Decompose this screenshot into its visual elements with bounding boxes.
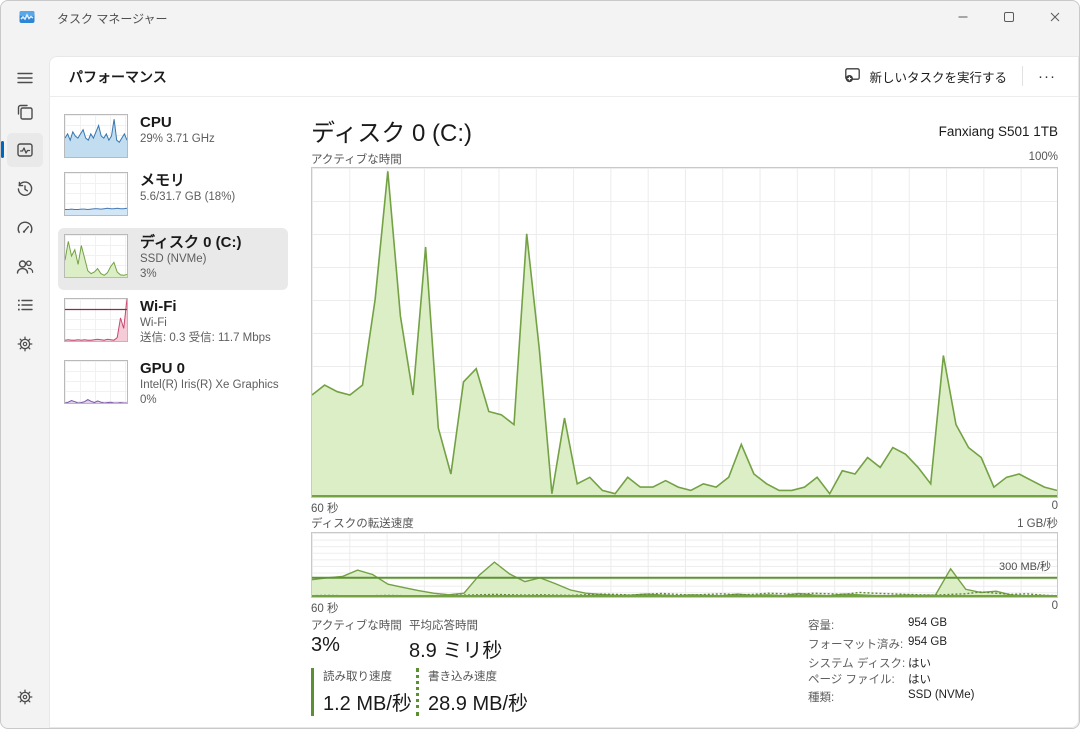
active-time-stat-label: アクティブな時間	[311, 620, 402, 632]
detail-type: 種類: SSD (NVMe)	[808, 689, 1058, 708]
gpu-subtitle-usage: 0%	[140, 394, 157, 406]
detail-page-file: ページ ファイル: はい	[808, 671, 1058, 690]
close-button[interactable]	[1032, 2, 1078, 31]
disk-title: ディスク 0 (C:)	[140, 234, 242, 251]
gpu-mini-chart	[64, 360, 128, 404]
nav-item-performance[interactable]	[7, 133, 43, 167]
minimize-button[interactable]	[940, 2, 986, 31]
disk-subtitle-usage: 3%	[140, 268, 157, 280]
memory-subtitle: 5.6/31.7 GB (18%)	[140, 191, 236, 203]
transfer-max-label: 1 GB/秒	[1017, 518, 1058, 530]
settings-button[interactable]	[7, 680, 43, 714]
run-new-task-button[interactable]: 新しいタスクを実行する	[834, 61, 1017, 91]
sidebar-item-disk[interactable]: ディスク 0 (C:) SSD (NVMe) 3%	[58, 228, 288, 290]
chart1-x-left: 60 秒	[311, 503, 339, 515]
processes-icon	[15, 102, 35, 122]
detail-capacity: 容量: 954 GB	[808, 617, 1058, 636]
write-speed-value: 28.9 MB/秒	[428, 693, 529, 715]
chart2-x-right: 0	[1051, 600, 1058, 612]
performance-icon	[15, 140, 35, 160]
disk-mini-chart	[64, 234, 128, 278]
task-manager-app-icon	[19, 9, 35, 25]
nav-rail	[1, 33, 49, 728]
chart2-x-left: 60 秒	[311, 603, 339, 615]
capacity-value: 954 GB	[908, 617, 947, 629]
run-new-task-label: 新しいタスクを実行する	[869, 70, 1007, 85]
users-icon	[15, 257, 35, 277]
memory-title: メモリ	[140, 172, 186, 189]
avg-response-stat-value: 8.9 ミリ秒	[409, 640, 503, 662]
read-speed-label: 読み取り速度	[323, 671, 392, 683]
ellipsis-icon: ···	[1038, 67, 1056, 85]
disk-transfer-chart: 300 MB/秒	[311, 532, 1058, 598]
cpu-title: CPU	[140, 114, 172, 131]
sidebar-item-memory[interactable]: メモリ 5.6/31.7 GB (18%)	[58, 166, 288, 224]
window-title: タスク マネージャー	[57, 12, 168, 26]
nav-item-startup-apps[interactable]	[7, 211, 43, 245]
cpu-mini-chart	[64, 114, 128, 158]
read-speed-legend: 読み取り速度 1.2 MB/秒	[311, 668, 412, 716]
page-file-value: はい	[908, 674, 931, 686]
disk-detail-panel: ディスク 0 (C:) Fanxiang S501 1TB アクティブな時間 1…	[311, 56, 1058, 728]
disk-model-name: Fanxiang S501 1TB	[938, 124, 1058, 139]
memory-mini-chart	[64, 172, 128, 216]
header-separator	[1022, 66, 1023, 86]
wifi-title: Wi-Fi	[140, 298, 177, 315]
formatted-label: フォーマット済み:	[808, 639, 904, 651]
active-time-stat-value: 3%	[311, 634, 340, 656]
maximize-button[interactable]	[986, 2, 1032, 31]
active-time-chart-label: アクティブな時間	[311, 154, 402, 166]
page-header: パフォーマンス 新しいタスクを実行する ···	[49, 56, 1079, 97]
nav-item-app-history[interactable]	[7, 172, 43, 206]
nav-item-details[interactable]	[7, 288, 43, 322]
system-disk-label: システム ディスク:	[808, 658, 906, 670]
details-icon	[15, 295, 35, 315]
nav-item-services[interactable]	[7, 327, 43, 361]
disk-active-time-chart	[311, 167, 1058, 498]
wifi-mini-chart	[64, 298, 128, 342]
hamburger-menu-button[interactable]	[7, 61, 43, 95]
detail-formatted: フォーマット済み: 954 GB	[808, 636, 1058, 655]
titlebar[interactable]: タスク マネージャー	[1, 1, 1079, 33]
sidebar-item-cpu[interactable]: CPU 29% 3.71 GHz	[58, 108, 288, 166]
startup-apps-icon	[15, 218, 35, 238]
wifi-subtitle-name: Wi-Fi	[140, 317, 167, 329]
app-history-icon	[15, 179, 35, 199]
page-file-label: ページ ファイル:	[808, 674, 895, 686]
transfer-chart-label: ディスクの転送速度	[311, 518, 414, 530]
system-disk-value: はい	[908, 658, 931, 670]
services-icon	[15, 334, 35, 354]
nav-item-processes[interactable]	[7, 95, 43, 129]
write-speed-legend: 書き込み速度 28.9 MB/秒	[416, 668, 528, 716]
settings-gear-icon	[15, 687, 35, 707]
detail-system-disk: システム ディスク: はい	[808, 655, 1058, 674]
content-card: パフォーマンス 新しいタスクを実行する ··· CPU 29% 3.71 GHz	[49, 56, 1079, 728]
avg-response-stat-label: 平均応答時間	[409, 620, 478, 632]
page-title: パフォーマンス	[69, 69, 167, 85]
disk-panel-title: ディスク 0 (C:)	[311, 120, 472, 147]
nav-item-users[interactable]	[7, 250, 43, 284]
nav-selected-accent	[1, 141, 4, 158]
active-time-max-label: 100%	[1028, 151, 1058, 163]
wifi-subtitle-rates: 送信: 0.3 受信: 11.7 Mbps	[140, 332, 271, 344]
gpu-subtitle-name: Intel(R) Iris(R) Xe Graphics	[140, 379, 279, 391]
run-new-task-icon	[844, 66, 861, 86]
more-options-button[interactable]: ···	[1029, 61, 1065, 91]
sidebar-item-gpu[interactable]: GPU 0 Intel(R) Iris(R) Xe Graphics 0%	[58, 354, 288, 416]
read-speed-value: 1.2 MB/秒	[323, 693, 412, 715]
capacity-label: 容量:	[808, 620, 835, 632]
cpu-subtitle: 29% 3.71 GHz	[140, 133, 215, 145]
hamburger-icon	[15, 68, 35, 88]
write-speed-label: 書き込み速度	[428, 671, 497, 683]
gpu-title: GPU 0	[140, 360, 186, 377]
formatted-value: 954 GB	[908, 636, 947, 648]
chart1-x-right: 0	[1051, 500, 1058, 512]
type-value: SSD (NVMe)	[908, 689, 975, 701]
transfer-scale-label: 300 MB/秒	[999, 561, 1051, 573]
type-label: 種類:	[808, 692, 835, 704]
sidebar-item-wifi[interactable]: Wi-Fi Wi-Fi 送信: 0.3 受信: 11.7 Mbps	[58, 292, 288, 354]
disk-subtitle-type: SSD (NVMe)	[140, 253, 207, 265]
